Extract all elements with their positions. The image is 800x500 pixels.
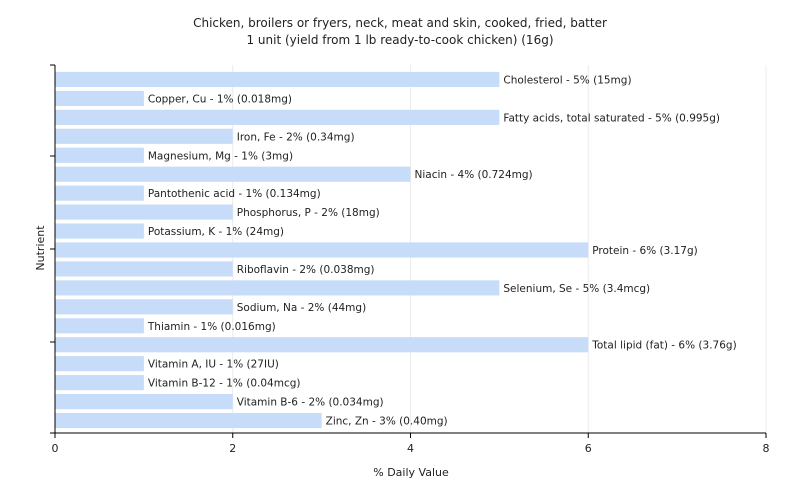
bar-label: Potassium, K - 1% (24mg): [148, 226, 284, 238]
y-axis-title: Nutrient: [34, 225, 47, 271]
bar: [55, 375, 144, 391]
x-tick-label: 6: [585, 442, 592, 455]
bar: [55, 128, 233, 144]
bar-label: Niacin - 4% (0.724mg): [415, 169, 533, 181]
bar-label: Thiamin - 1% (0.016mg): [147, 321, 276, 333]
bar-label: Protein - 6% (3.17g): [592, 245, 698, 257]
x-tick-label: 2: [229, 442, 236, 455]
bar: [55, 166, 411, 182]
x-axis-title: % Daily Value: [373, 466, 449, 479]
bar: [55, 261, 233, 277]
bar-label: Zinc, Zn - 3% (0.40mg): [326, 416, 448, 428]
bar-label: Riboflavin - 2% (0.038mg): [237, 264, 375, 276]
bar: [55, 299, 233, 315]
bar-label: Total lipid (fat) - 6% (3.76g): [591, 340, 736, 352]
bar: [55, 185, 144, 201]
bar: [55, 147, 144, 163]
x-tick-label: 4: [407, 442, 414, 455]
bar-label: Magnesium, Mg - 1% (3mg): [148, 150, 293, 162]
bar-label: Copper, Cu - 1% (0.018mg): [148, 93, 292, 105]
bar-label: Fatty acids, total saturated - 5% (0.995…: [503, 112, 720, 124]
bar: [55, 71, 500, 88]
bar: [55, 356, 144, 372]
bar: [55, 412, 322, 429]
bar: [55, 204, 233, 220]
bar: [55, 109, 500, 125]
bar: [55, 337, 589, 353]
bar-label: Sodium, Na - 2% (44mg): [237, 302, 366, 314]
bar-label: Pantothenic acid - 1% (0.134mg): [148, 188, 321, 200]
bar: [55, 223, 144, 239]
bar: [55, 90, 144, 106]
bar-label: Iron, Fe - 2% (0.34mg): [237, 131, 355, 143]
bar: [55, 242, 589, 258]
bars: Cholesterol - 5% (15mg) Copper, Cu - 1% (…: [55, 71, 737, 429]
axes: 0 2 4 6 8: [50, 64, 770, 455]
bar-label: Vitamin B-6 - 2% (0.034mg): [237, 397, 384, 409]
bar: [55, 318, 144, 334]
x-tick-label: 8: [763, 442, 770, 455]
bar-label: Cholesterol - 5% (15mg): [503, 74, 631, 86]
chart-title: Chicken, broilers or fryers, neck, meat …: [193, 16, 607, 30]
x-tick-label: 0: [52, 442, 59, 455]
bar: [55, 394, 233, 410]
bar-label: Vitamin B-12 - 1% (0.04mcg): [148, 378, 301, 390]
chart-subtitle: 1 unit (yield from 1 lb ready-to-cook ch…: [246, 33, 553, 47]
bar-label: Vitamin A, IU - 1% (27IU): [148, 359, 279, 371]
bar-label: Phosphorus, P - 2% (18mg): [237, 207, 380, 219]
bar: [55, 280, 500, 296]
bar-label: Selenium, Se - 5% (3.4mcg): [503, 283, 650, 295]
